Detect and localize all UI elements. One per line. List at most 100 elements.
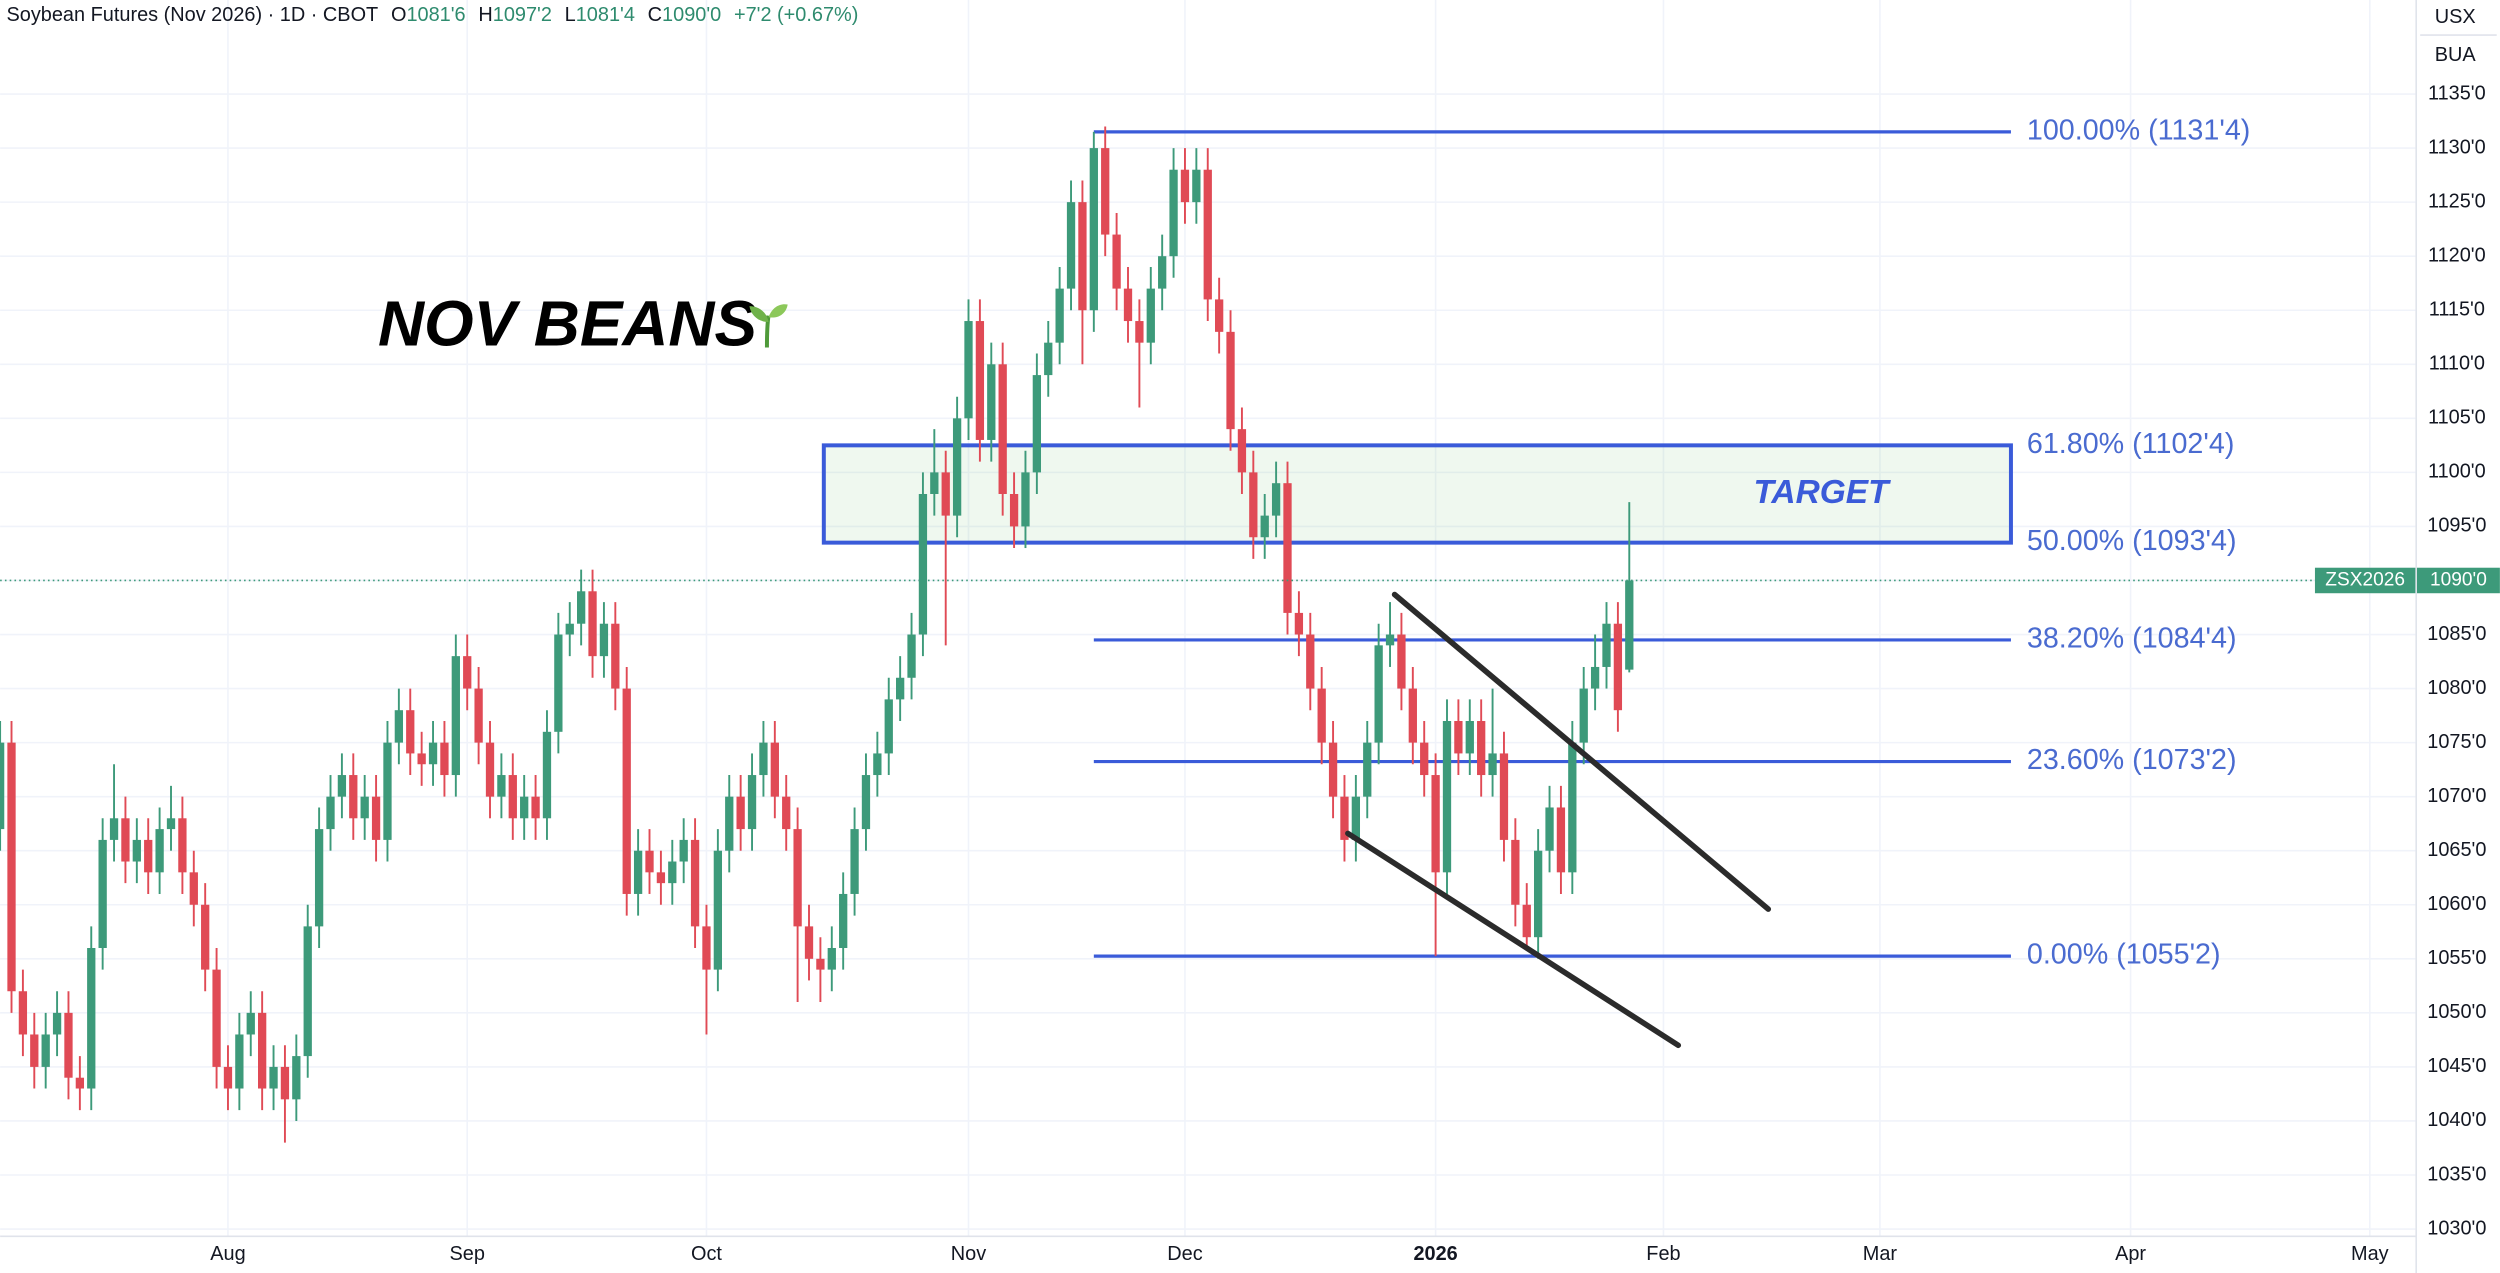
candle-body <box>736 796 745 830</box>
symbol-label: ZSX2026 <box>2325 570 2405 591</box>
candle-body <box>360 796 369 819</box>
candle-body <box>577 591 586 624</box>
candle-body <box>166 818 176 830</box>
close: 1090'0 <box>662 4 721 26</box>
candle-body <box>645 850 654 873</box>
candle-body <box>1363 742 1372 797</box>
trendline <box>1345 830 1682 1049</box>
candle-body <box>1431 775 1440 873</box>
candle-body <box>656 872 666 884</box>
candle-body <box>1613 623 1623 711</box>
x-tick-label: Feb <box>1646 1243 1680 1265</box>
y-tick-label: 1080'0 <box>2427 677 2486 699</box>
candle-body <box>1078 202 1087 311</box>
candle-body <box>1044 342 1053 376</box>
y-tick-label: 1105'0 <box>2428 407 2486 429</box>
y-tick-label: 1030'0 <box>2427 1217 2486 1239</box>
h-label: H <box>478 4 492 26</box>
high: 1097'2 <box>493 4 552 26</box>
candle-body <box>1397 634 1406 689</box>
candle-body <box>941 472 950 516</box>
candle-body <box>64 1012 73 1078</box>
fib-label: 50.00% (1093'4) <box>2027 525 2237 557</box>
candle-body <box>246 1012 255 1035</box>
chart-title: NOV BEANS <box>378 287 757 359</box>
candle-body <box>451 656 460 776</box>
fib-label: 61.80% (1102'4) <box>2027 428 2234 460</box>
candle-body <box>463 656 472 689</box>
candle-body <box>1522 904 1531 938</box>
y-tick-label: 1110'0 <box>2429 353 2485 375</box>
candle-body <box>1101 148 1110 235</box>
candle-body <box>371 796 381 840</box>
x-tick-label: Aug <box>210 1243 245 1265</box>
candle-body <box>201 904 210 970</box>
open: 1081'6 <box>406 4 465 26</box>
y-tick-label: 1060'0 <box>2427 893 2486 915</box>
candle-body <box>1226 331 1235 430</box>
y-tick-label: 1070'0 <box>2427 785 2486 807</box>
candle-body <box>918 493 928 635</box>
candle-body <box>1317 688 1326 743</box>
candle-body <box>633 850 643 894</box>
candle-body <box>0 742 5 830</box>
overlay <box>0 579 2416 1049</box>
candle-body <box>1328 742 1338 797</box>
candle-body <box>679 839 688 862</box>
candle-body <box>1021 472 1030 527</box>
candle-body <box>930 472 939 494</box>
candle-body <box>497 775 506 797</box>
candle-body <box>1294 612 1304 635</box>
fib-label: 100.00% (1131'4) <box>2027 114 2250 146</box>
price-tag <box>2416 567 2500 594</box>
candle-body <box>873 753 882 776</box>
candle-body <box>280 1066 290 1100</box>
candle-body <box>303 926 312 1057</box>
candle-body <box>326 796 335 830</box>
candle-body <box>508 775 517 819</box>
candle-body <box>1351 796 1361 840</box>
candle-body <box>1602 623 1611 667</box>
candle-body <box>1215 299 1224 332</box>
candle-body <box>1066 202 1076 289</box>
low: 1081'4 <box>576 4 635 26</box>
o-label: O <box>391 4 406 26</box>
y-tick-label: 1130'0 <box>2428 136 2486 158</box>
price-label: 1090'0 <box>2430 570 2487 591</box>
candle-body <box>41 1034 50 1067</box>
candle-body <box>1579 688 1588 743</box>
candle-body <box>1203 169 1212 300</box>
candle-body <box>861 775 871 830</box>
y-tick-label: 1040'0 <box>2427 1109 2486 1131</box>
drawings: TARGET 100.00% (1131'4) 61.80% (1102'4) 50.… <box>821 114 2250 971</box>
candle-body <box>132 839 141 862</box>
candle-body <box>1192 169 1201 203</box>
candle-body <box>1237 429 1247 473</box>
candle-body <box>1260 515 1269 538</box>
candle-body <box>1123 288 1133 322</box>
candle-body <box>896 677 905 700</box>
candle-body <box>406 710 415 754</box>
candle-body <box>1340 796 1349 840</box>
c-label: C <box>648 4 662 26</box>
candle-body <box>121 818 130 862</box>
candle-body <box>1499 753 1509 840</box>
candle-body <box>212 969 221 1067</box>
candle-body <box>964 321 973 419</box>
unit[interactable]: BUA <box>2435 44 2477 66</box>
candle-body <box>1032 375 1042 473</box>
currency[interactable]: USX <box>2435 6 2476 28</box>
candle-body <box>1556 807 1566 873</box>
candle-body <box>485 742 495 797</box>
candle-body <box>75 1077 85 1089</box>
candles <box>0 126 1634 1143</box>
candle-body <box>474 688 483 743</box>
y-tick-label: 1100'0 <box>2428 461 2486 483</box>
x-tick-label: Apr <box>2115 1243 2146 1265</box>
candle-body <box>1306 634 1315 689</box>
candle-body <box>1590 666 1600 689</box>
candle-body <box>827 948 836 970</box>
x-tick-label: Nov <box>951 1243 986 1265</box>
